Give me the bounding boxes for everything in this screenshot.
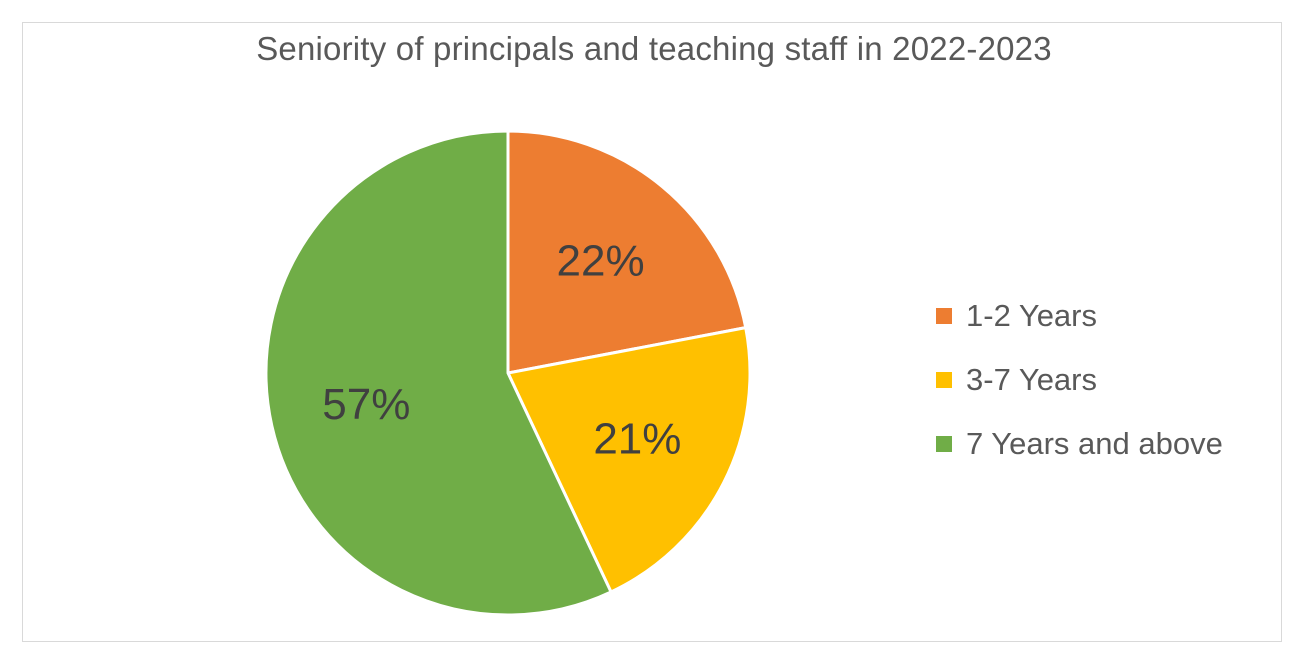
data-label-3-7-years: 21% — [593, 414, 681, 463]
legend-item-7-years-and-above: 7 Years and above — [936, 412, 1223, 476]
data-label-1-2-years: 22% — [557, 237, 645, 286]
legend-label: 1-2 Years — [966, 298, 1097, 333]
legend-label: 7 Years and above — [966, 426, 1223, 461]
pie-slice-1-2-years — [506, 129, 748, 375]
legend-item-1-2-years: 1-2 Years — [936, 284, 1223, 348]
legend-item-3-7-years: 3-7 Years — [936, 348, 1223, 412]
legend-swatch — [936, 436, 952, 452]
legend-swatch — [936, 308, 952, 324]
legend: 1-2 Years 3-7 Years 7 Years and above — [936, 284, 1223, 476]
pie-slice-3-7-years — [506, 326, 752, 594]
legend-swatch — [936, 372, 952, 388]
legend-label: 3-7 Years — [966, 362, 1097, 397]
pie-slice-7-years-and-above — [264, 129, 613, 617]
pie-slices — [264, 129, 752, 617]
data-label-7-years-and-above: 57% — [322, 380, 410, 429]
chart-title: Seniority of principals and teaching sta… — [256, 30, 1052, 67]
pie-data-labels: 22% 21% 57% — [322, 237, 681, 464]
